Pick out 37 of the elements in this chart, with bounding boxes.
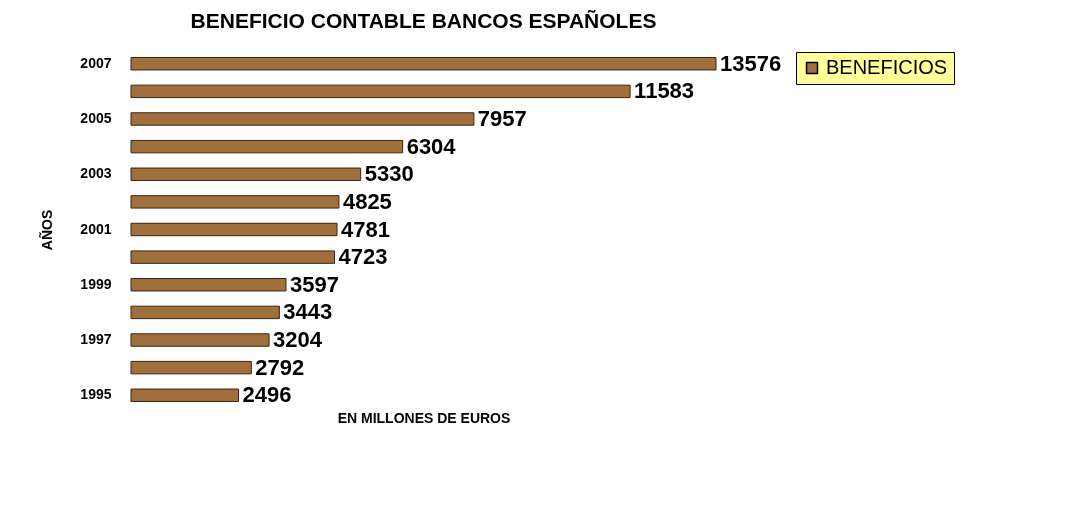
y-tick-label: 1999: [80, 275, 112, 292]
legend-label: BENEFICIOS: [826, 56, 948, 78]
data-label: 13576: [720, 50, 782, 76]
data-label: 7957: [477, 105, 527, 131]
chart-title: BENEFICIO CONTABLE BANCOS ESPAÑOLES: [190, 8, 657, 32]
bar: [130, 305, 280, 320]
data-label: 3204: [273, 327, 323, 353]
data-label: 4723: [338, 244, 388, 270]
bar: [130, 112, 475, 126]
bar: [130, 167, 362, 181]
data-label: 4825: [342, 188, 392, 214]
y-tick-label: 2005: [80, 109, 112, 126]
bar: [130, 222, 338, 237]
data-label: 2792: [255, 354, 305, 380]
bar: [130, 333, 270, 347]
bar: [130, 195, 340, 209]
y-tick-label: 1997: [80, 331, 112, 348]
data-label: 6304: [406, 133, 457, 159]
y-tick-label: 2001: [80, 220, 112, 237]
bar: [130, 250, 336, 264]
x-axis-title: EN MILLONES DE EUROS: [337, 409, 511, 426]
bar: [130, 278, 287, 292]
y-tick-label: 2003: [80, 165, 112, 182]
data-label: 5330: [364, 161, 414, 187]
data-label: 3443: [283, 299, 333, 325]
bar: [130, 360, 252, 375]
bar: [130, 84, 631, 99]
bar: [130, 139, 404, 154]
y-tick-label: 1995: [80, 386, 112, 403]
y-tick-label: 2007: [80, 54, 112, 71]
bar: [130, 57, 717, 71]
data-label: 2496: [242, 382, 292, 408]
y-axis-title: AÑOS: [38, 209, 56, 251]
data-label: 11583: [634, 78, 695, 104]
data-label: 3597: [290, 271, 339, 297]
data-label: 4781: [341, 216, 390, 242]
bar: [130, 388, 240, 402]
